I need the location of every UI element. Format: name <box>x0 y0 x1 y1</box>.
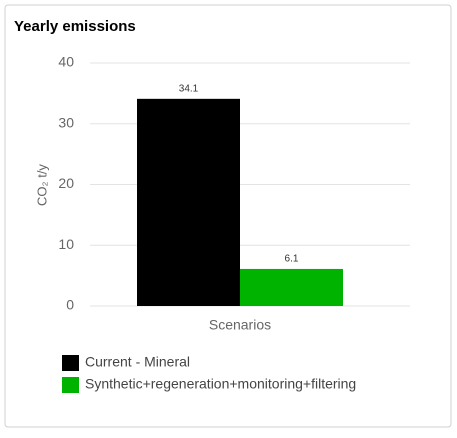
legend-swatch <box>62 377 79 393</box>
bar <box>240 268 343 306</box>
chart-title: Yearly emissions <box>14 18 136 35</box>
legend-label: Current - Mineral <box>85 354 190 370</box>
data-label: 34.1 <box>179 83 199 94</box>
y-tick-label: 20 <box>58 175 74 191</box>
y-tick-label: 10 <box>58 236 74 252</box>
legend-swatch <box>62 355 79 371</box>
y-axis-label: CO₂ t/y <box>34 164 49 206</box>
y-tick-label: 0 <box>66 297 74 313</box>
x-tick-label: Scenarios <box>209 317 271 333</box>
bar <box>137 98 240 306</box>
legend-label: Synthetic+regeneration+monitoring+filter… <box>85 376 356 392</box>
data-label: 6.1 <box>285 254 299 265</box>
y-tick-label: 30 <box>58 114 74 130</box>
y-tick-label: 40 <box>58 54 74 70</box>
